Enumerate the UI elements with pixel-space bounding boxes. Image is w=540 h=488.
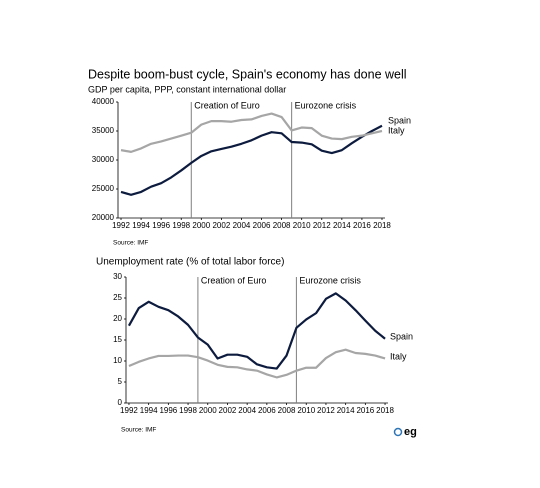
x-tick-label: 1998 [179, 406, 197, 415]
x-tick-label: 2000 [199, 406, 217, 415]
x-tick-label: 2008 [273, 221, 291, 230]
x-tick-label: 1998 [172, 221, 190, 230]
y-tick-label: 30 [113, 272, 122, 281]
x-tick-label: 2018 [373, 221, 391, 230]
legend-label: Spain [390, 331, 413, 341]
event-label: Creation of Euro [194, 100, 260, 110]
chart-title: Despite boom-bust cycle, Spain's economy… [88, 67, 407, 81]
x-tick-label: 2014 [333, 221, 351, 230]
x-tick-label: 1996 [159, 406, 177, 415]
x-tick-label: 2016 [356, 406, 374, 415]
x-tick-label: 2014 [337, 406, 355, 415]
x-tick-label: 2018 [376, 406, 394, 415]
y-tick-label: 5 [118, 377, 123, 386]
x-tick-label: 2012 [317, 406, 335, 415]
x-tick-label: 2006 [253, 221, 271, 230]
event-label: Eurozone crisis [295, 100, 357, 110]
x-tick-label: 2004 [238, 406, 256, 415]
y-tick-label: 0 [118, 398, 123, 407]
x-tick-label: 2010 [293, 221, 311, 230]
series-line [120, 124, 383, 196]
source: Source: IMF [113, 240, 148, 247]
x-tick-label: 1992 [112, 221, 130, 230]
series-line [128, 348, 386, 379]
logo-dot [393, 427, 403, 437]
x-tick-label: 2000 [192, 221, 210, 230]
source: Source: IMF [121, 427, 156, 434]
y-tick-label: 20 [113, 314, 122, 323]
legend-label: Italy [390, 351, 407, 361]
x-tick-label: 2006 [258, 406, 276, 415]
event-label: Creation of Euro [201, 275, 267, 285]
series-line [127, 292, 386, 370]
chart-subtitle: GDP per capita, PPP, constant internatio… [88, 84, 286, 94]
y-tick-label: 25000 [92, 184, 115, 193]
y-tick-label: 10 [113, 356, 122, 365]
x-tick-label: 1996 [152, 221, 170, 230]
x-tick-label: 2010 [297, 406, 315, 415]
chart-title: Unemployment rate (% of total labor forc… [96, 257, 284, 268]
y-tick-label: 20000 [92, 213, 115, 222]
x-tick-label: 2012 [313, 221, 331, 230]
y-tick-label: 30000 [92, 155, 115, 164]
y-tick-label: 35000 [92, 126, 115, 135]
legend-label: Spain [388, 115, 411, 125]
x-tick-label: 1994 [132, 221, 150, 230]
y-tick-label: 15 [113, 335, 122, 344]
series-line [120, 112, 383, 153]
x-tick-label: 1992 [120, 406, 138, 415]
y-tick-label: 40000 [92, 97, 115, 106]
x-tick-label: 1994 [140, 406, 158, 415]
x-tick-label: 2002 [212, 221, 230, 230]
x-tick-label: 2004 [233, 221, 251, 230]
logo: eg [404, 426, 417, 438]
x-tick-label: 2008 [278, 406, 296, 415]
x-tick-label: 2002 [219, 406, 237, 415]
y-tick-label: 25 [113, 293, 122, 302]
event-label: Eurozone crisis [299, 275, 361, 285]
x-tick-label: 2016 [353, 221, 371, 230]
legend-label: Italy [388, 125, 405, 135]
